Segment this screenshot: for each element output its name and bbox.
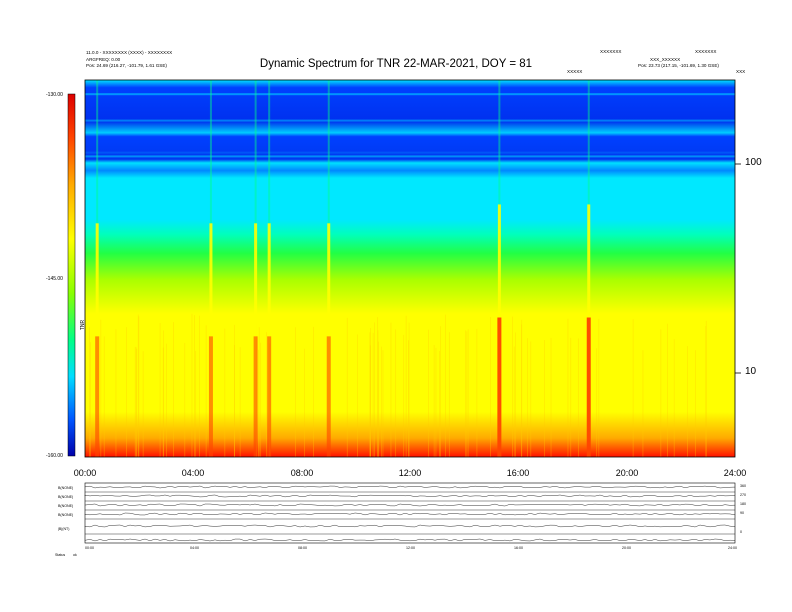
bottom-trace-3 [84, 512, 736, 516]
bottom-panel-frame [84, 482, 736, 544]
header-corner-label: XXX [736, 69, 746, 74]
burst-5 [497, 80, 502, 457]
spectrogram-background [85, 80, 735, 457]
bottom-x-tick: 12:00 [406, 546, 415, 550]
x-tick-label: 24:00 [723, 468, 747, 478]
bottom-trace-2 [84, 503, 736, 507]
spectrum-band [85, 119, 735, 122]
burst-3 [267, 80, 272, 457]
status-label: Status [55, 553, 66, 557]
bottom-x-tick: 04:00 [190, 546, 199, 550]
bottom-panels [84, 482, 736, 544]
spectrum-band [85, 151, 735, 154]
bottom-x-tick: 08:00 [298, 546, 307, 550]
bottom-right-label: 90 [740, 511, 744, 515]
spectrum-band [85, 93, 735, 96]
chart-title: Dynamic Spectrum for TNR 22-MAR-2021, DO… [259, 58, 533, 70]
header-info-right-2: XXXXXXX [695, 49, 717, 54]
burst-0 [95, 80, 100, 457]
bottom-trace-0 [84, 485, 736, 489]
x-tick-label: 04:00 [181, 468, 205, 478]
header-position-right: Pos: 23.73 (217.15, -101.69, 1.30 GSE) [638, 63, 719, 68]
spectrum-band [85, 155, 735, 158]
y-tick-label-10: 10 [745, 366, 757, 377]
header-info-right-1: XXXXXXX [600, 49, 622, 54]
x-tick-label: 08:00 [290, 468, 314, 478]
colorbar-tick-mid: -145.00 [46, 276, 63, 282]
bottom-x-tick: 24:00 [728, 546, 737, 550]
bottom-x-tick: 00:00 [85, 546, 94, 550]
x-tick-label: 12:00 [398, 468, 422, 478]
colorbar-label: TNR [80, 319, 87, 331]
bottom-left-label: |B|(NT) [58, 527, 70, 531]
bottom-trace-4 [84, 524, 736, 528]
header-position-left: Pos: 24.69 (216.27, -101.79, 1.61 GSE) [86, 63, 167, 68]
bottom-right-label: 0 [740, 530, 742, 534]
bottom-right-label: 360 [740, 484, 746, 488]
bottom-traces [84, 485, 736, 542]
bottom-left-label: B(NONE) [58, 513, 74, 517]
status-value: ok [73, 553, 77, 557]
header-info-right-3: XXX_XXXXXX [650, 57, 681, 62]
y-tick-label-100: 100 [745, 157, 762, 168]
burst-2 [253, 80, 258, 457]
burst-1 [208, 80, 213, 457]
bottom-left-label: B(NONE) [58, 486, 74, 490]
burst-4 [326, 80, 331, 457]
bottom-left-label: B(NONE) [58, 504, 74, 508]
bottom-right-label: 180 [740, 502, 746, 506]
header-info-line-2: ARGFREQ: 0.00 [86, 57, 121, 62]
colorbar-tick-top: -130.00 [46, 92, 63, 98]
header-info-line-1: 11.0.0 - XXXXXXXX (XXXX) - XXXXXXXX [86, 50, 173, 55]
burst-6 [586, 80, 591, 457]
colorbar [67, 93, 76, 457]
header-small-label: XXXXX [567, 69, 583, 74]
colorbar-tick-bottom: -160.00 [46, 453, 63, 459]
bottom-x-tick: 20:00 [622, 546, 631, 550]
bottom-trace-1 [84, 494, 736, 498]
x-tick-label: 20:00 [615, 468, 639, 478]
bottom-right-label: 270 [740, 493, 746, 497]
bottom-left-label: B(NONE) [58, 495, 74, 499]
burst-layer [85, 80, 735, 457]
bottom-trace-5 [84, 538, 736, 542]
x-tick-label: 16:00 [506, 468, 530, 478]
bottom-x-tick: 16:00 [514, 546, 523, 550]
x-tick-label: 00:00 [73, 468, 97, 478]
plot-frame [84, 79, 736, 458]
